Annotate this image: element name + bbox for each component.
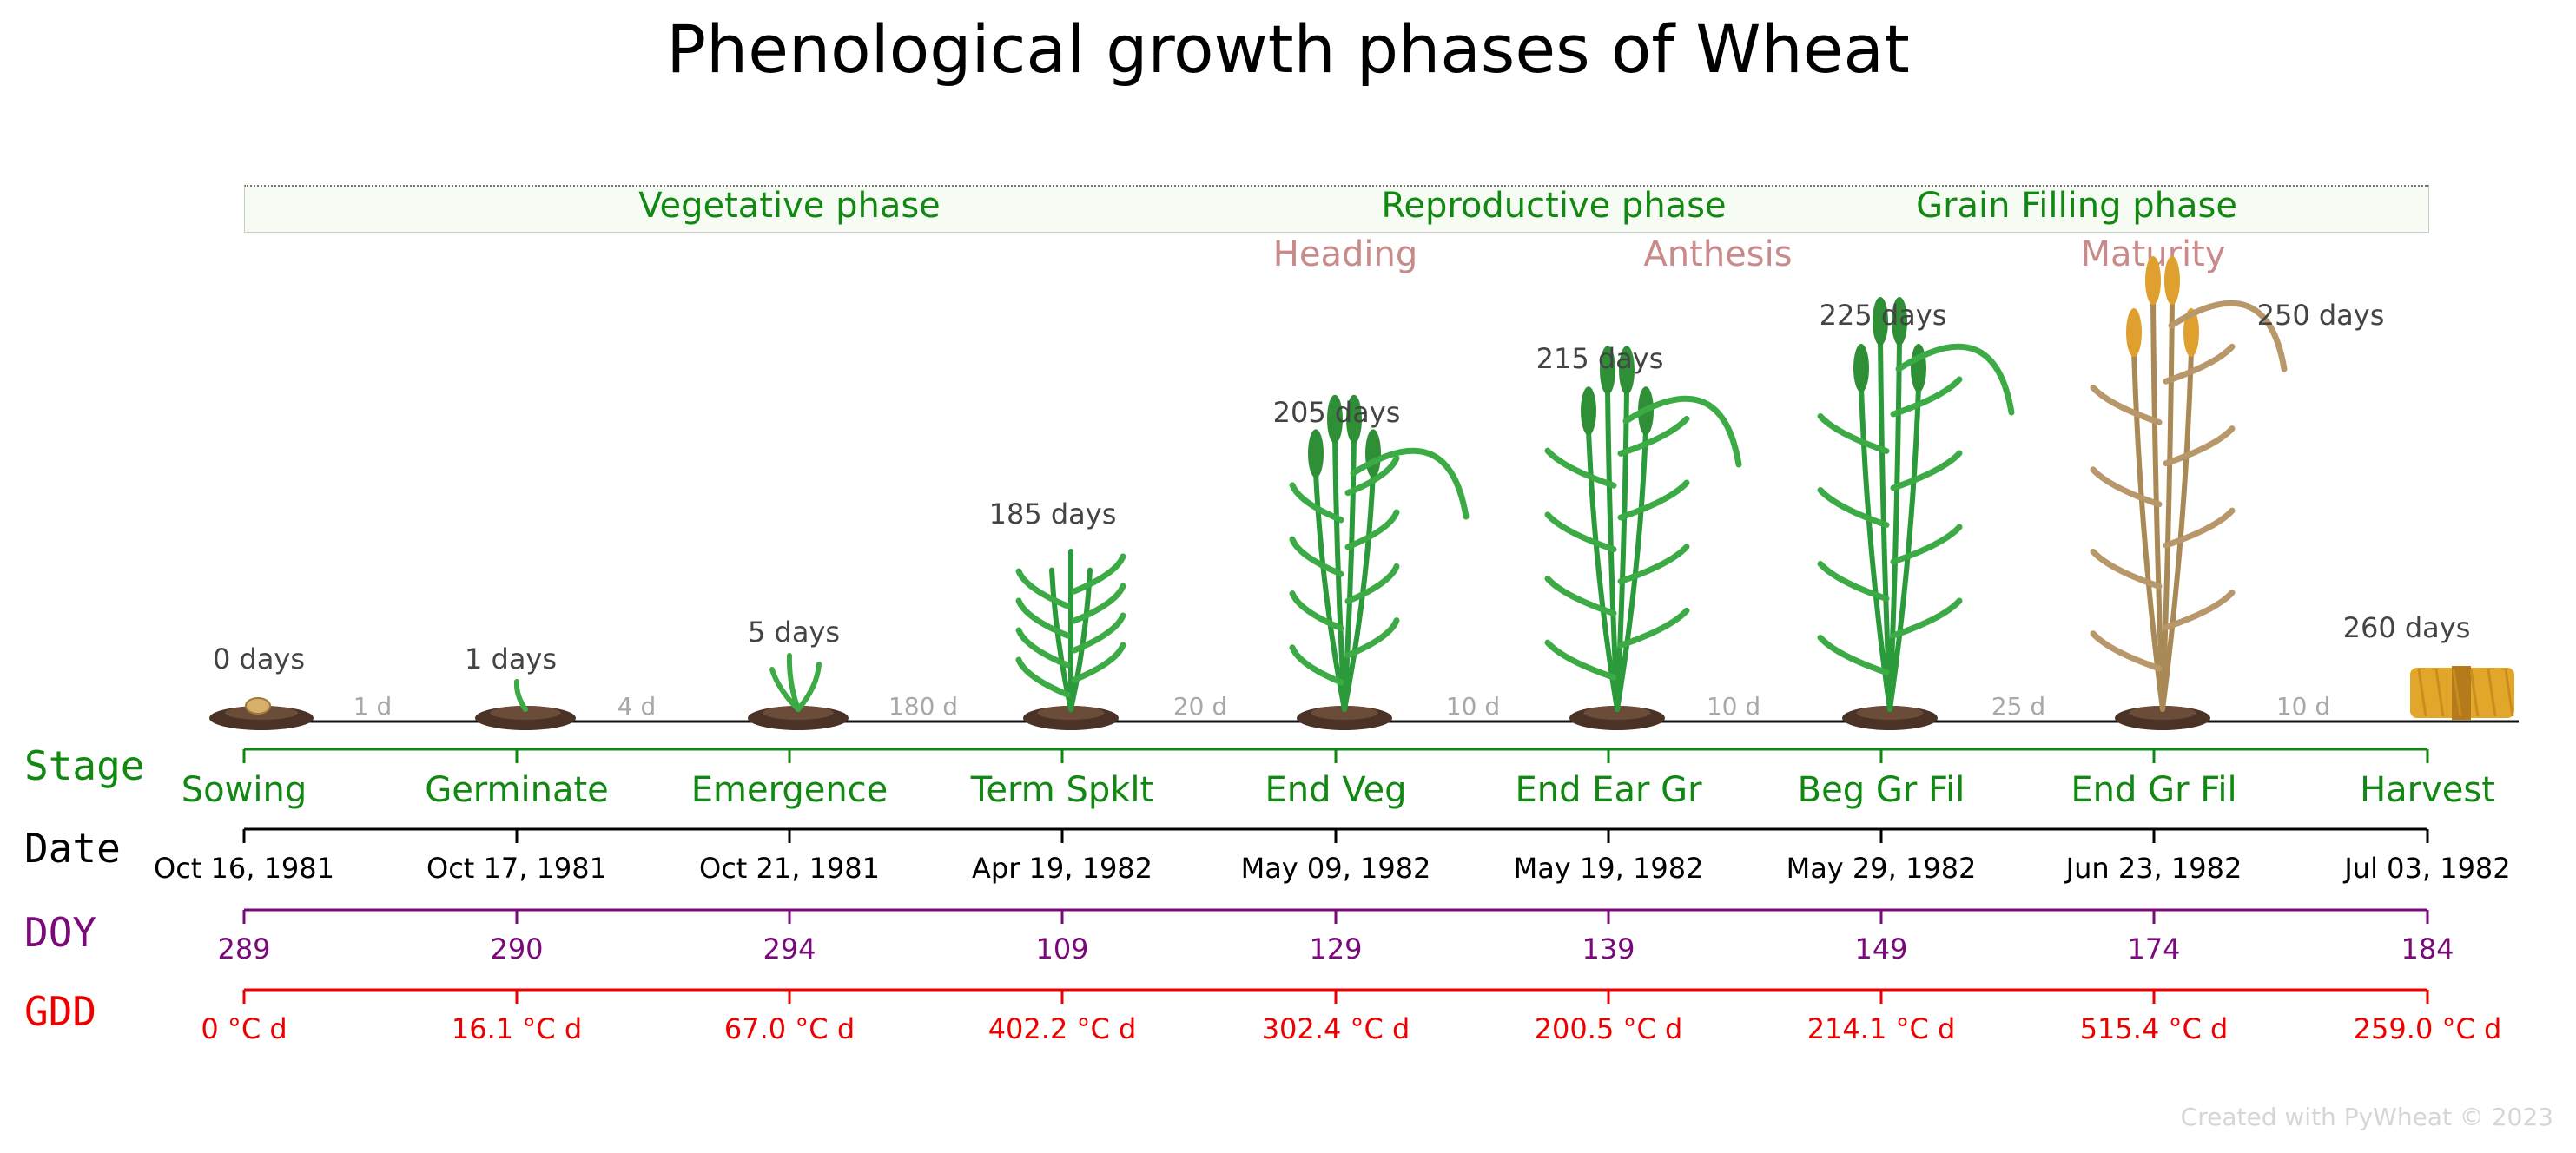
- days-label: 1 days: [464, 642, 558, 675]
- stage-label: Beg Gr Fil: [1797, 770, 1965, 810]
- doy-label: 149: [1854, 932, 1908, 965]
- subphase-label-anthesis: Anthesis: [1643, 234, 1793, 274]
- row-label-gdd: GDD: [24, 988, 97, 1035]
- plant-illustration: [748, 653, 849, 730]
- gdd-label: 16.1 °C d: [451, 1012, 583, 1045]
- stage-label: Sowing: [181, 770, 307, 810]
- plant-illustrations: [209, 256, 2514, 730]
- days-label: 185 days: [988, 497, 1117, 530]
- interval-label: 20 d: [1172, 692, 1228, 721]
- doy-label: 294: [763, 932, 816, 965]
- days-label: 0 days: [212, 642, 306, 675]
- days-label: 215 days: [1536, 342, 1664, 375]
- phase-label-reproductive: Reproductive phase: [1381, 186, 1727, 226]
- doy-label: 290: [490, 932, 544, 965]
- gdd-label: 259.0 °C d: [2353, 1012, 2502, 1045]
- phase-band: [244, 185, 2429, 233]
- interval-label: 10 d: [1706, 692, 1761, 721]
- stage-label: Term Spklt: [970, 770, 1154, 810]
- stage-label: End Veg: [1265, 770, 1407, 810]
- plant-illustration: [2410, 666, 2514, 720]
- footer-credit: Created with PyWheat © 2023: [2180, 1103, 2553, 1131]
- days-label: 5 days: [747, 616, 841, 649]
- doy-label: 184: [2401, 932, 2454, 965]
- stage-label: Germinate: [425, 770, 609, 810]
- date-label: Jul 03, 1982: [2344, 852, 2511, 885]
- interval-label: 10 d: [2275, 692, 2331, 721]
- stage-label: End Ear Gr: [1515, 770, 1702, 810]
- doy-label: 139: [1582, 932, 1635, 965]
- axis-ticks: [242, 749, 2429, 1004]
- plant-illustration: [1289, 394, 1470, 730]
- chart-title: Phenological growth phases of Wheat: [666, 10, 1910, 88]
- gdd-label: 515.4 °C d: [2079, 1012, 2229, 1045]
- doy-label: 289: [217, 932, 271, 965]
- date-label: Apr 19, 1982: [971, 852, 1153, 885]
- date-label: Oct 21, 1981: [699, 852, 880, 885]
- gdd-label: 402.2 °C d: [987, 1012, 1137, 1045]
- plant-illustration: [1015, 549, 1126, 730]
- interval-label: 4 d: [617, 692, 657, 721]
- days-label: 260 days: [2342, 611, 2471, 644]
- plant-illustration: [2090, 256, 2288, 730]
- plant-illustration: [475, 679, 576, 730]
- interval-label: 10 d: [1445, 692, 1501, 721]
- phase-label-grain-filling: Grain Filling phase: [1916, 186, 2237, 226]
- interval-label: 1 d: [353, 692, 393, 721]
- gdd-label: 214.1 °C d: [1807, 1012, 1956, 1045]
- stage-label: Emergence: [690, 770, 888, 810]
- stage-label: Harvest: [2360, 770, 2495, 810]
- date-label: May 09, 1982: [1240, 852, 1431, 885]
- subphase-label-heading: Heading: [1272, 234, 1418, 274]
- date-label: Jun 23, 1982: [2065, 852, 2242, 885]
- interval-label: 25 d: [1991, 692, 2046, 721]
- date-label: May 19, 1982: [1513, 852, 1704, 885]
- row-label-doy: DOY: [24, 909, 97, 956]
- days-label: 225 days: [1819, 299, 1947, 332]
- gdd-label: 200.5 °C d: [1534, 1012, 1683, 1045]
- days-label: 205 days: [1272, 396, 1401, 429]
- row-label-date: Date: [24, 825, 121, 872]
- gdd-label: 0 °C d: [201, 1012, 287, 1045]
- interval-label: 180 d: [888, 692, 959, 721]
- gdd-label: 67.0 °C d: [723, 1012, 855, 1045]
- doy-label: 174: [2127, 932, 2181, 965]
- date-label: May 29, 1982: [1786, 852, 1977, 885]
- plant-illustration: [1817, 297, 2015, 730]
- stage-label: End Gr Fil: [2071, 770, 2237, 810]
- gdd-label: 302.4 °C d: [1261, 1012, 1410, 1045]
- phase-label-vegetative: Vegetative phase: [638, 186, 941, 226]
- plant-illustration: [1544, 346, 1742, 730]
- row-label-stage: Stage: [24, 742, 145, 789]
- days-label: 250 days: [2256, 299, 2385, 332]
- doy-label: 109: [1035, 932, 1089, 965]
- doy-label: 129: [1309, 932, 1363, 965]
- date-label: Oct 16, 1981: [154, 852, 334, 885]
- date-label: Oct 17, 1981: [426, 852, 607, 885]
- plant-illustration: [209, 697, 314, 730]
